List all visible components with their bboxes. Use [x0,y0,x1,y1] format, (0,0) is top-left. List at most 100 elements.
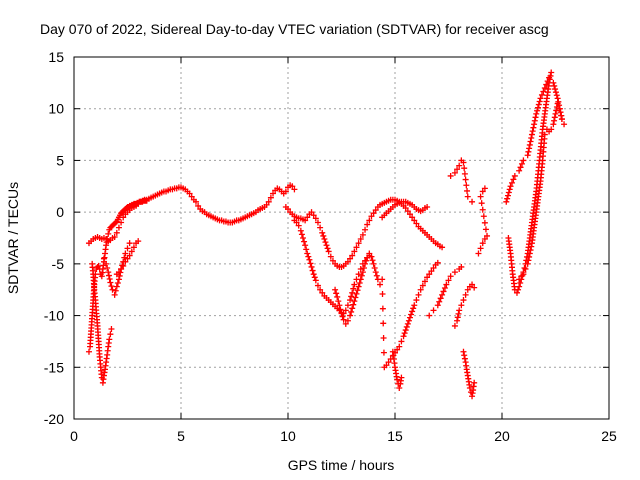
data-point [115,269,122,276]
data-point [304,250,311,257]
data-point [460,159,467,166]
data-point [479,188,486,195]
data-point [402,205,409,212]
x-tick-label: 25 [601,428,617,444]
series-track-11 [426,263,465,319]
data-point [558,112,565,119]
data-point [362,226,369,233]
data-point [351,281,358,288]
data-point [302,217,309,224]
data-point [520,271,527,278]
data-point [441,284,448,291]
data-point [554,100,561,107]
data-point [461,352,468,359]
data-point [503,198,510,205]
data-point [551,114,558,121]
series-track-18 [516,100,568,283]
data-point [337,306,344,313]
data-point [188,193,195,200]
data-point [402,327,409,334]
data-point [426,312,433,319]
data-point [477,245,484,252]
data-point [400,333,407,340]
y-tick-label: 0 [56,204,64,220]
data-point [507,183,514,190]
data-point [552,110,559,117]
data-point [504,192,511,199]
data-point [517,279,524,286]
data-point [532,114,539,121]
data-point [372,269,379,276]
data-point [317,286,324,293]
data-point [304,214,311,221]
data-point [522,266,529,273]
data-point [364,221,371,228]
data-point [347,297,354,304]
data-point [533,110,540,117]
data-point [380,334,387,341]
data-point [461,170,468,177]
data-point [357,236,364,243]
data-point [310,212,317,219]
data-point [410,305,417,312]
data-point [118,219,125,226]
data-point [314,219,321,226]
data-point [325,248,332,255]
ticks: 0 5 10 15 20 25 -20 -15 -10 -5 0 5 10 15 [44,49,617,444]
data-point [291,186,298,193]
data-point [461,165,468,172]
data-point [122,258,129,265]
data-point [105,230,112,237]
data-point [434,259,441,266]
y-tick-label: -10 [44,308,64,324]
data-point [336,302,343,309]
data-point [417,286,424,293]
data-point [143,197,150,204]
data-point [308,209,315,216]
data-point [525,257,532,264]
x-tick-label: 15 [387,428,403,444]
data-point [528,243,535,250]
data-point [461,355,468,362]
data-point [303,246,310,253]
data-point [124,255,131,262]
data-point [350,285,357,292]
data-point [463,182,470,189]
data-point [368,253,375,260]
data-point [371,264,378,271]
data-point [531,117,538,124]
data-point [451,322,458,329]
data-point [342,307,349,314]
data-point [396,343,403,350]
series-track-14 [460,348,478,400]
data-point [546,79,553,86]
data-point [348,293,355,300]
data-point [349,305,356,312]
data-point [508,179,515,186]
data-point [380,349,387,356]
data-point [342,320,349,327]
data-point [398,338,405,345]
data-point [115,224,122,231]
data-point [379,276,386,283]
data-point [479,206,486,213]
data-point [530,124,537,131]
data-point [408,311,415,318]
data-point [338,310,345,317]
data-point [353,244,360,251]
data-point [100,255,107,262]
data-point [383,362,390,369]
data-point [301,238,308,245]
data-point [379,305,386,312]
data-point [553,107,560,114]
data-point [314,282,321,289]
data-point [458,302,465,309]
plot-frame [73,56,610,420]
data-point [282,188,289,195]
data-point [551,82,558,89]
data-point [373,272,380,279]
data-point [478,200,485,207]
data-point [535,101,542,108]
data-point [108,283,115,290]
data-point [114,279,121,286]
